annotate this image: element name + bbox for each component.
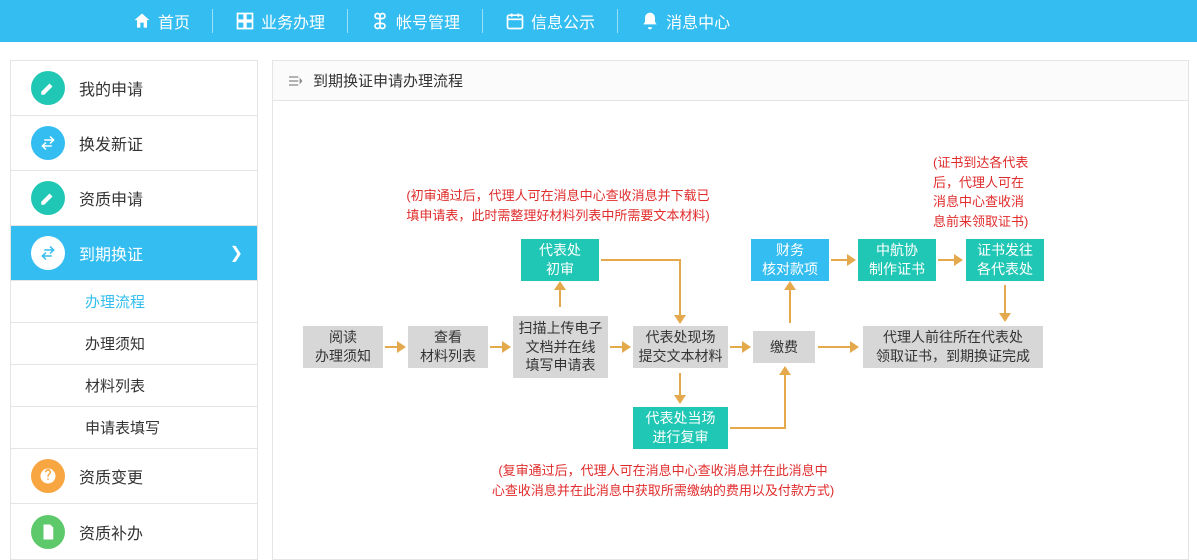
- pencil-icon: [31, 181, 65, 215]
- flow-note-bottom: (复审通过后，代理人可在消息中心查收消息并在此消息中 心查收消息并在此消息中获取…: [473, 461, 853, 500]
- flow-node-view: 查看 材料列表: [408, 326, 488, 368]
- nav-account[interactable]: 帐号管理: [348, 0, 482, 42]
- flow-arrow: [679, 259, 681, 317]
- sidebar-expire-renew[interactable]: 到期换证 ❯: [11, 226, 257, 281]
- sidebar-sub-notice[interactable]: 办理须知: [11, 323, 257, 365]
- flow-arrow: [818, 346, 852, 348]
- flow-node-pay: 缴费: [753, 331, 815, 363]
- arrow-head-icon: [954, 254, 963, 266]
- sidebar-qual-apply[interactable]: 资质申请: [11, 171, 257, 226]
- sidebar-sub-materials[interactable]: 材料列表: [11, 365, 257, 407]
- flowchart: (初审通过后，代理人可在消息中心查收消息并下载已 填申请表，此时需整理好材料列表…: [273, 101, 1163, 556]
- flow-note-right: (证书到达各代表 后，代理人可在 消息中心查收消 息前来领取证书): [933, 153, 1053, 231]
- arrow-head-icon: [622, 341, 631, 353]
- flow-node-first-review: 代表处 初审: [521, 239, 599, 281]
- home-icon: [132, 11, 152, 31]
- flow-arrow: [789, 285, 791, 323]
- arrow-head-icon: [502, 341, 511, 353]
- flow-node-final: 代理人前往所在代表处 领取证书，到期换证完成: [863, 326, 1043, 368]
- flow-arrow: [1004, 285, 1006, 315]
- top-nav: 首页 业务办理 帐号管理 信息公示 消息中心: [0, 0, 1197, 42]
- flow-node-make-cert: 中航协 制作证书: [858, 239, 936, 281]
- swap-icon: [31, 236, 65, 270]
- grid-icon: [235, 11, 255, 31]
- arrow-head-icon: [397, 341, 406, 353]
- sidebar-label: 换发新证: [79, 131, 143, 155]
- flow-arrow: [784, 373, 786, 429]
- nav-account-label: 帐号管理: [396, 9, 460, 33]
- bell-icon: [640, 11, 660, 31]
- flow-node-upload: 扫描上传电子 文档并在线 填写申请表: [513, 316, 608, 378]
- flow-node-read: 阅读 办理须知: [303, 326, 383, 368]
- nav-home-label: 首页: [158, 9, 190, 33]
- doc-icon: [31, 515, 65, 549]
- arrow-head-icon: [742, 341, 751, 353]
- sidebar-label: 到期换证: [79, 241, 143, 265]
- chevron-right-icon: ❯: [230, 243, 243, 263]
- nav-msg-label: 消息中心: [666, 9, 730, 33]
- main-panel: 到期换证申请办理流程 (初审通过后，代理人可在消息中心查收消息并下载已 填申请表…: [272, 60, 1189, 560]
- main-header: 到期换证申请办理流程: [273, 61, 1188, 101]
- arrow-head-icon: [674, 315, 686, 324]
- arrow-head-icon: [779, 366, 791, 375]
- command-icon: [370, 11, 390, 31]
- flow-arrow: [679, 373, 681, 397]
- flow-node-second-review: 代表处当场 进行复审: [633, 407, 728, 449]
- sidebar-renew-new[interactable]: 换发新证: [11, 116, 257, 171]
- sidebar: 我的申请 换发新证 资质申请 到期换证 ❯ 办理流程 办理须知 材料列表 申请表…: [10, 60, 258, 560]
- nav-info-label: 信息公示: [531, 9, 595, 33]
- sidebar-my-apply[interactable]: 我的申请: [11, 61, 257, 116]
- nav-info[interactable]: 信息公示: [483, 0, 617, 42]
- flow-arrow: [601, 259, 679, 261]
- swap-icon: [31, 126, 65, 160]
- arrow-head-icon: [554, 281, 566, 290]
- sidebar-label: 我的申请: [79, 76, 143, 100]
- flow-node-submit: 代表处现场 提交文本材料: [633, 326, 728, 368]
- pencil-icon: [31, 71, 65, 105]
- nav-biz-label: 业务办理: [261, 9, 325, 33]
- sidebar-sub-form[interactable]: 申请表填写: [11, 407, 257, 449]
- nav-home[interactable]: 首页: [110, 0, 212, 42]
- arrow-head-icon: [850, 341, 859, 353]
- nav-msg[interactable]: 消息中心: [618, 0, 752, 42]
- arrow-head-icon: [674, 395, 686, 404]
- nav-biz[interactable]: 业务办理: [213, 0, 347, 42]
- flow-node-send-cert: 证书发往 各代表处: [966, 239, 1044, 281]
- arrow-head-icon: [784, 281, 796, 290]
- sidebar-label: 资质申请: [79, 186, 143, 210]
- sidebar-label: 资质变更: [79, 464, 143, 488]
- sidebar-label: 资质补办: [79, 520, 143, 544]
- sidebar-sub-flow[interactable]: 办理流程: [11, 281, 257, 323]
- flow-note-top: (初审通过后，代理人可在消息中心查收消息并下载已 填申请表，此时需整理好材料列表…: [383, 186, 733, 225]
- sidebar-qual-supp[interactable]: 资质补办: [11, 504, 257, 559]
- flow-node-finance: 财务 核对款项: [751, 239, 829, 281]
- list-arrow-icon: [287, 73, 303, 89]
- edit-icon: [31, 459, 65, 493]
- arrow-head-icon: [999, 313, 1011, 322]
- main-title: 到期换证申请办理流程: [313, 70, 463, 91]
- sidebar-qual-change[interactable]: 资质变更: [11, 449, 257, 504]
- arrow-head-icon: [847, 254, 856, 266]
- flow-arrow: [730, 427, 784, 429]
- calendar-icon: [505, 11, 525, 31]
